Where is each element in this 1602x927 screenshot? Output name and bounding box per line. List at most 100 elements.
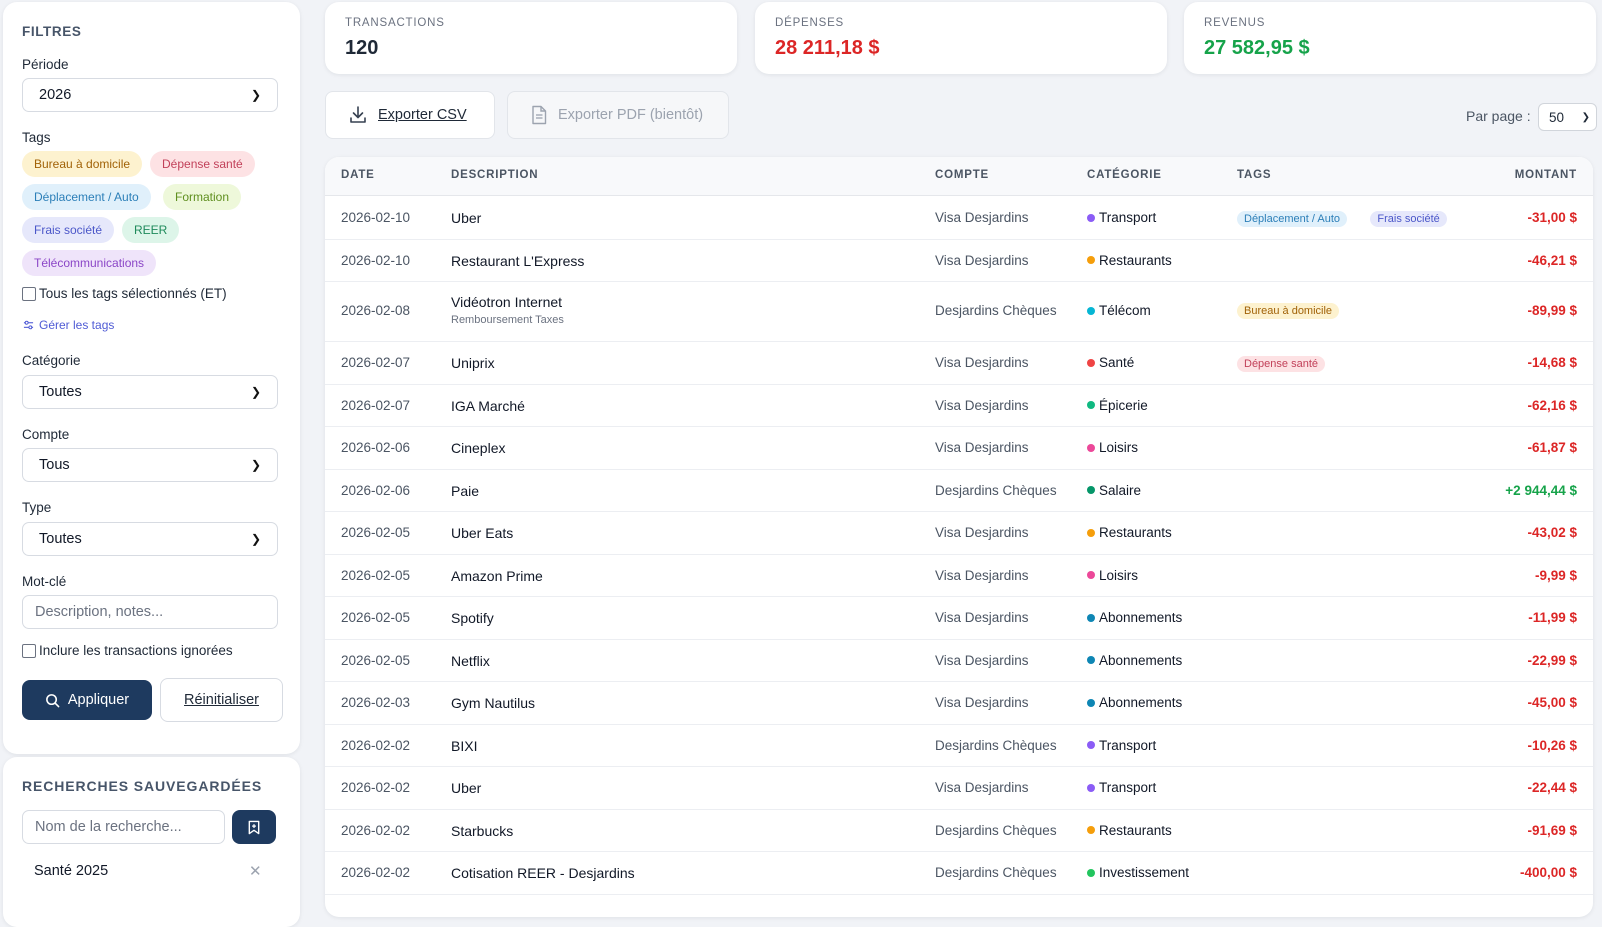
per-page-select[interactable]: 50 ❯ (1538, 103, 1597, 131)
row-date: 2026-02-05 (341, 567, 411, 583)
period-value: 2026 (39, 87, 72, 103)
manage-tags-link[interactable]: Gérer les tags (23, 318, 114, 332)
all-tags-label: Tous les tags sélectionnés (ET) (39, 286, 227, 301)
manage-tags-label: Gérer les tags (39, 318, 115, 332)
row-date: 2026-02-02 (341, 737, 411, 753)
chevron-down-icon: ❯ (250, 385, 261, 399)
row-category: Investissement (1087, 865, 1189, 880)
row-description[interactable]: Amazon Prime (451, 567, 543, 584)
row-category: Loisirs (1087, 440, 1138, 455)
row-description[interactable]: Gym Nautilus (451, 695, 536, 711)
column-header-tags: TAGS (1237, 169, 1272, 181)
row-description[interactable]: Cineplex (451, 440, 506, 456)
close-icon[interactable]: ✕ (249, 863, 262, 880)
table-row[interactable]: 2026-02-05 Spotify Visa Desjardins Abonneme… (325, 596, 1593, 640)
all-tags-checkbox[interactable] (22, 286, 36, 301)
column-header-description[interactable]: DESCRIPTION (451, 169, 539, 181)
row-category: Restaurants (1087, 253, 1172, 268)
bookmark-plus-icon (248, 820, 260, 834)
row-description[interactable]: Restaurant L'Express (451, 252, 585, 269)
table-row[interactable]: 2026-02-02 BIXI Desjardins Chèques Transpor… (325, 724, 1593, 767)
keyword-input[interactable]: Description, notes... (22, 595, 278, 629)
column-header-account[interactable]: COMPTE (935, 169, 989, 181)
table-row[interactable]: 2026-02-07 IGA Marché Visa Desjardins Épice… (325, 384, 1593, 427)
tag-chip[interactable]: Formation (163, 184, 242, 210)
reset-button[interactable]: Réinitialiser (160, 678, 283, 722)
period-select[interactable]: 2026 ❯ (22, 78, 278, 112)
row-description[interactable]: BIXI (451, 737, 478, 754)
table-row[interactable]: 2026-02-02 Starbucks Desjardins Chèques Res… (325, 809, 1593, 852)
row-category: Abonnements (1087, 610, 1182, 625)
category-dot-icon (1087, 306, 1095, 315)
tag-chip[interactable]: Frais société (22, 217, 115, 243)
tag-chip[interactable]: Télécommunications (22, 250, 157, 276)
row-date: 2026-02-08 (341, 303, 411, 318)
saved-searches-panel: RECHERCHES SAUVEGARDÉES Nom de la recher… (3, 757, 300, 927)
table-row[interactable]: 2026-02-08 Vidéotron Internet Remboursemen… (325, 281, 1593, 342)
category-dot-icon (1087, 741, 1095, 749)
row-description[interactable]: Paie (451, 482, 480, 499)
row-description[interactable]: IGA Marché (451, 397, 525, 414)
table-row[interactable]: 2026-02-05 Netflix Visa Desjardins Abonneme… (325, 639, 1593, 682)
row-category: Abonnements (1087, 695, 1182, 710)
row-description[interactable]: Uber (451, 780, 482, 796)
search-name-input[interactable]: Nom de la recherche... (22, 810, 225, 844)
row-amount: -10,26 $ (1527, 737, 1577, 753)
row-description[interactable]: Cotisation REER - Desjardins (451, 865, 635, 881)
column-header-category[interactable]: CATÉGORIE (1087, 169, 1162, 181)
table-row[interactable]: 2026-02-02 Uber Visa Desjardins Transport -2… (325, 766, 1593, 810)
table-row[interactable]: 2026-02-07 Uniprix Visa Desjardins Santé Dép… (325, 341, 1593, 385)
row-amount: -11,99 $ (1528, 610, 1577, 625)
category-dot-icon (1087, 613, 1095, 622)
row-description[interactable]: Vidéotron Internet (451, 294, 563, 310)
row-description[interactable]: Uber (451, 210, 482, 226)
all-tags-checkbox-row[interactable]: Tous les tags sélectionnés (ET) (22, 286, 227, 301)
row-description[interactable]: Uniprix (451, 355, 495, 371)
table-row[interactable]: 2026-02-06 Paie Desjardins Chèques Salaire +… (325, 469, 1593, 512)
category-dot-icon (1087, 826, 1095, 834)
row-description[interactable]: Netflix (451, 652, 490, 669)
category-dot-icon (1087, 401, 1095, 409)
tag-chip[interactable]: Bureau à domicile (22, 151, 143, 177)
apply-button[interactable]: Appliquer (22, 680, 152, 720)
tag-chip[interactable]: Dépense santé (150, 151, 255, 177)
include-ignored-row[interactable]: Inclure les transactions ignorées (22, 643, 233, 658)
expenses-stat-card: DÉPENSES 28 211,18 $ (755, 2, 1167, 74)
row-amount: -45,00 $ (1527, 695, 1577, 710)
row-date: 2026-02-06 (341, 440, 411, 455)
saved-search-item[interactable]: Santé 2025 (34, 863, 109, 879)
category-dot-icon (1087, 528, 1095, 537)
row-account: Visa Desjardins (935, 610, 1029, 625)
row-tag: Frais société (1370, 211, 1447, 227)
column-header-amount[interactable]: MONTANT (1514, 169, 1577, 181)
table-row[interactable]: 2026-02-06 Cineplex Visa Desjardins Loisirs… (325, 426, 1593, 470)
row-category-label: Abonnements (1099, 695, 1183, 710)
row-description[interactable]: Starbucks (451, 822, 514, 839)
per-page-label: Par page : (1466, 108, 1531, 124)
column-header-date[interactable]: DATE (341, 169, 375, 181)
table-row[interactable]: 2026-02-02 Cotisation REER - Desjardins De… (325, 851, 1593, 895)
include-ignored-checkbox[interactable] (22, 643, 36, 658)
row-description[interactable]: Uber Eats (451, 525, 514, 541)
row-amount: -61,87 $ (1527, 440, 1577, 455)
type-select[interactable]: Toutes ❯ (22, 522, 278, 556)
export-csv-button[interactable]: Exporter CSV (325, 91, 495, 139)
table-row[interactable]: 2026-02-05 Uber Eats Visa Desjardins Restau… (325, 511, 1593, 555)
tag-chip[interactable]: REER (122, 217, 180, 243)
table-row[interactable]: 2026-02-05 Amazon Prime Visa Desjardins Loi… (325, 554, 1593, 597)
chevron-down-icon: ❯ (250, 458, 261, 472)
row-description[interactable]: Spotify (451, 610, 494, 626)
row-tag: Déplacement / Auto (1237, 211, 1348, 227)
category-select[interactable]: Toutes ❯ (22, 375, 278, 409)
row-category-label: Abonnements (1099, 610, 1183, 625)
document-icon (532, 105, 547, 125)
table-row[interactable]: 2026-02-10 Restaurant L'Express Visa Desja… (325, 239, 1593, 282)
filters-title: FILTRES (22, 24, 82, 39)
table-row[interactable]: 2026-02-03 Gym Nautilus Visa Desjardins Abo… (325, 681, 1593, 725)
download-icon (350, 106, 366, 123)
tag-chip[interactable]: Déplacement / Auto (22, 184, 151, 210)
account-select[interactable]: Tous ❯ (22, 448, 278, 482)
save-search-button[interactable] (232, 810, 276, 844)
row-amount: -62,16 $ (1527, 397, 1577, 413)
table-row[interactable]: 2026-02-10 Uber Visa Desjardins Transport Dé… (325, 196, 1593, 240)
